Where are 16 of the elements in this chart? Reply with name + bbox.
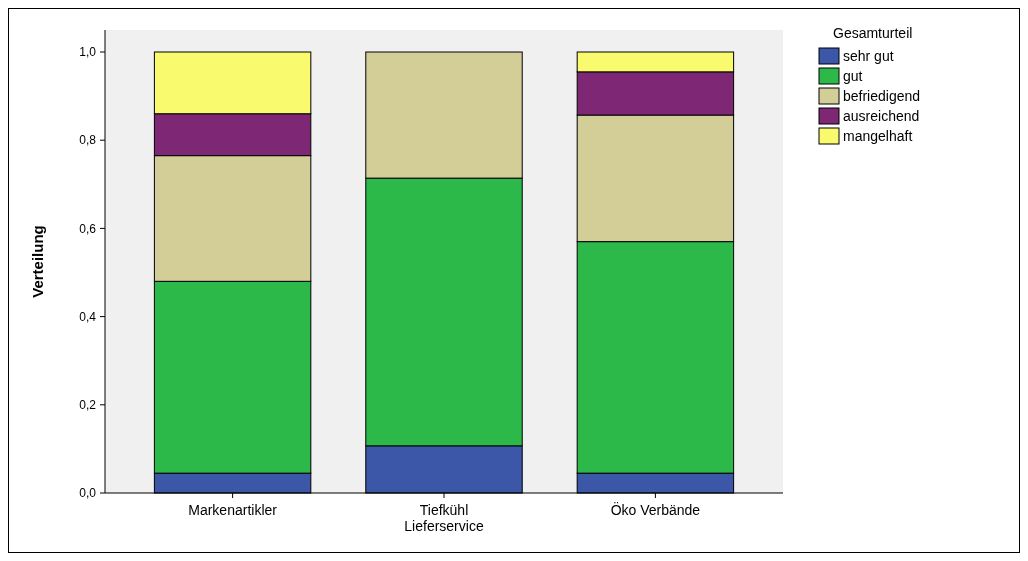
y-tick-label: 0,8 bbox=[79, 133, 97, 148]
legend-label: gut bbox=[843, 67, 863, 84]
legend-label: ausreichend bbox=[843, 107, 920, 124]
legend-label: befriedigend bbox=[843, 87, 921, 104]
y-axis-title: Verteilung bbox=[29, 225, 46, 298]
y-tick-label: 0,6 bbox=[79, 221, 97, 236]
y-tick-label: 1,0 bbox=[79, 45, 97, 60]
y-tick-label: 0,0 bbox=[79, 486, 97, 501]
x-tick-label: Markenartikler bbox=[188, 502, 278, 518]
legend-label: sehr gut bbox=[843, 47, 894, 64]
y-tick-label: 0,4 bbox=[79, 309, 97, 324]
x-tick-label: Tiefkühl Lieferservice bbox=[404, 502, 484, 534]
x-tick-label: Öko Verbände bbox=[610, 501, 701, 518]
y-tick-label: 0,2 bbox=[79, 398, 97, 412]
legend-title: Gesamturteil bbox=[833, 25, 913, 41]
legend-label: mangelhaft bbox=[843, 127, 913, 144]
